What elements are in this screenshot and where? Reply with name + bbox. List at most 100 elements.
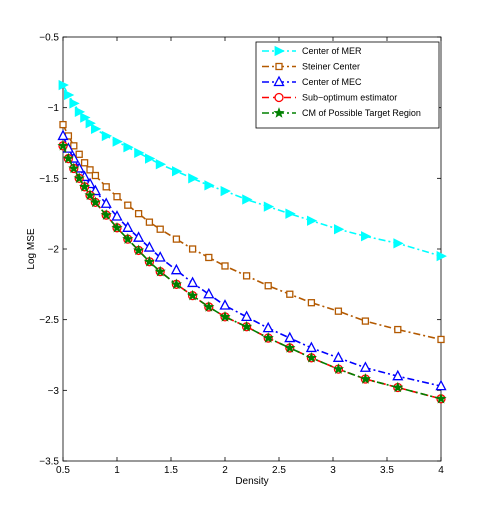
data-point xyxy=(122,221,134,232)
legend-item: Center of MER xyxy=(262,45,362,57)
data-point xyxy=(435,392,447,404)
data-point xyxy=(359,373,371,384)
data-point xyxy=(111,210,123,221)
data-point xyxy=(80,159,89,167)
x-tick-label: 1.5 xyxy=(164,465,178,476)
data-point xyxy=(143,241,155,252)
data-point xyxy=(85,118,96,129)
data-point xyxy=(284,331,296,343)
data-point xyxy=(154,251,166,262)
data-point xyxy=(188,173,199,184)
data-point xyxy=(172,235,181,243)
data-point xyxy=(122,233,134,244)
data-point xyxy=(100,209,112,220)
y-axis-title: Log MSE xyxy=(26,228,37,269)
data-point xyxy=(143,255,155,267)
data-point xyxy=(285,208,296,219)
y-tick-label: −1 xyxy=(48,103,60,114)
data-point xyxy=(392,369,404,381)
data-point xyxy=(84,189,96,201)
legend-label: CM of Possible Target Region xyxy=(302,108,421,118)
data-point xyxy=(262,321,274,333)
data-point xyxy=(394,325,402,334)
data-point xyxy=(392,381,404,393)
data-point xyxy=(101,130,113,142)
series-2 xyxy=(59,120,445,344)
data-point xyxy=(80,112,91,123)
data-point xyxy=(305,351,317,363)
data-point xyxy=(393,238,404,249)
x-tick-label: 1 xyxy=(114,465,120,476)
data-point xyxy=(305,341,317,353)
data-point xyxy=(188,245,197,253)
legend-marker xyxy=(273,107,285,118)
data-point xyxy=(112,136,123,147)
legend: Center of MER Steiner Center Center of MEC… xyxy=(255,41,440,129)
data-point xyxy=(221,262,229,270)
data-point xyxy=(57,139,69,151)
legend-label: Sub−optimum estimator xyxy=(302,93,397,103)
x-tick-label: 2 xyxy=(222,465,228,476)
series-layer xyxy=(57,79,447,404)
data-point xyxy=(332,363,344,374)
data-point xyxy=(59,120,67,129)
legend-item: Center of MEC xyxy=(262,75,362,87)
data-point xyxy=(68,162,80,174)
x-tick-label: 2.5 xyxy=(272,465,286,476)
data-point xyxy=(133,231,145,242)
data-point xyxy=(155,159,167,170)
data-point xyxy=(134,210,143,218)
data-point xyxy=(69,98,80,109)
data-point xyxy=(156,225,164,233)
data-point xyxy=(264,282,272,290)
data-point xyxy=(171,166,183,177)
data-point xyxy=(187,289,199,301)
data-point xyxy=(241,320,253,332)
y-tick-label: −3.5 xyxy=(39,457,59,468)
data-point xyxy=(359,361,371,372)
data-point xyxy=(241,310,253,321)
y-tick-label: −3 xyxy=(48,386,60,397)
data-point xyxy=(79,180,91,192)
legend-marker xyxy=(274,92,284,103)
data-point xyxy=(134,147,145,159)
data-point xyxy=(57,129,69,141)
data-point xyxy=(306,215,318,226)
data-point xyxy=(91,123,102,135)
data-point xyxy=(360,231,372,242)
y-tick-label: −2 xyxy=(48,245,60,256)
data-point xyxy=(62,152,74,164)
data-point xyxy=(361,317,370,325)
legend-item: Steiner Center xyxy=(262,62,360,72)
data-point xyxy=(333,224,345,235)
legend-marker xyxy=(273,75,285,87)
data-point xyxy=(219,299,231,310)
legend-label: Center of MER xyxy=(302,46,362,56)
data-point xyxy=(74,106,86,118)
y-axis-ticks: −0.5 −1 −1.5 −2 −2.5 −3 −3.5 xyxy=(39,33,441,468)
data-point xyxy=(203,301,215,312)
data-point xyxy=(203,287,215,299)
data-point xyxy=(70,142,78,150)
data-point xyxy=(187,276,199,288)
data-point xyxy=(86,166,94,174)
x-tick-label: 3 xyxy=(330,465,336,476)
legend-label: Center of MEC xyxy=(302,77,362,87)
data-point xyxy=(91,171,100,180)
legend-item: Sub−optimum estimator xyxy=(262,93,397,103)
data-point xyxy=(284,342,296,353)
y-tick-label: −2.5 xyxy=(39,315,59,326)
data-point xyxy=(307,299,316,307)
data-point xyxy=(75,150,83,158)
data-point xyxy=(89,196,101,208)
data-point xyxy=(154,265,166,277)
x-tick-label: 3.5 xyxy=(380,465,394,476)
data-point xyxy=(437,335,445,344)
data-point xyxy=(286,290,294,298)
legend-box xyxy=(255,41,440,129)
data-point xyxy=(435,379,447,391)
data-point xyxy=(124,201,132,209)
data-point xyxy=(145,218,154,226)
data-point xyxy=(204,180,215,191)
legend-marker xyxy=(274,45,285,57)
